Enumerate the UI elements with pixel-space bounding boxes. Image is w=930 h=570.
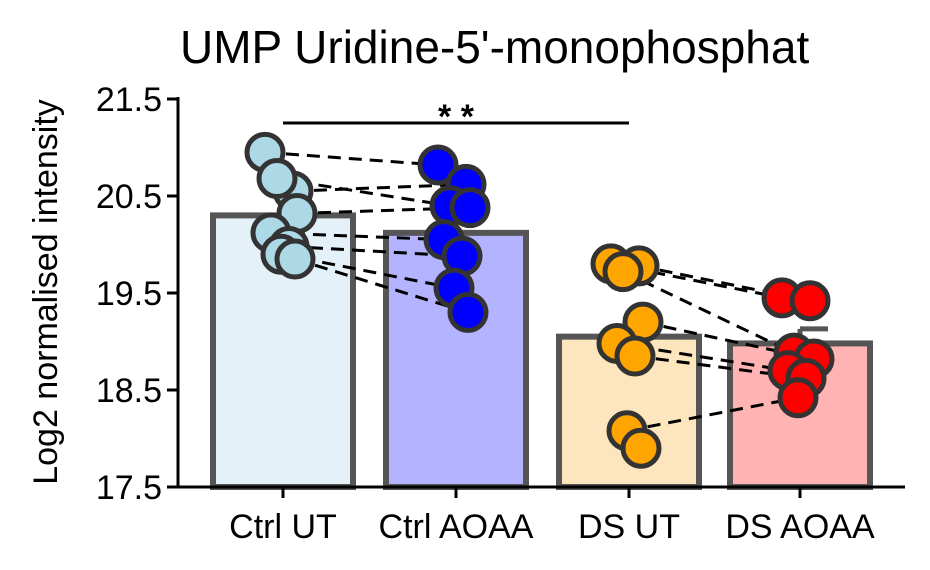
data-point-1-3 bbox=[449, 187, 491, 229]
y-tick-label-2: 19.5 bbox=[96, 275, 162, 313]
data-point-3-1 bbox=[789, 280, 831, 322]
data-point-2-5 bbox=[614, 335, 656, 377]
data-point-1-0 bbox=[417, 144, 459, 186]
data-point-1-7 bbox=[447, 291, 489, 333]
data-point-0-7 bbox=[274, 238, 316, 280]
y-tick-label-1: 18.5 bbox=[96, 372, 162, 410]
y-axis-title: Log2 normalised intensity bbox=[27, 99, 65, 485]
x-tick-label-3: DS AOAA bbox=[725, 508, 875, 546]
x-tick-label-0: Ctrl UT bbox=[229, 508, 337, 546]
paired-line-0-1-5 bbox=[288, 244, 463, 258]
paired-line-2-3-6 bbox=[626, 396, 799, 433]
y-tick-label-0: 17.5 bbox=[96, 469, 162, 507]
x-tick-label-1: Ctrl AOAA bbox=[379, 508, 534, 546]
axes: 17.5 18.5 19.5 20.5 21.5 Ctrl UT Ctrl AOAA DS U… bbox=[96, 81, 905, 546]
paired-line-0-1-7 bbox=[294, 257, 469, 314]
paired-line-0-1-1 bbox=[292, 182, 467, 193]
data-point-2-2 bbox=[602, 251, 644, 293]
y-tick-label-4: 21.5 bbox=[96, 81, 162, 119]
significance-annotation: * * bbox=[283, 98, 629, 136]
paired-line-2-3-2 bbox=[622, 270, 795, 355]
paired-line-2-3-3 bbox=[642, 320, 815, 361]
paired-line-0-1-0 bbox=[264, 150, 439, 167]
data-point-3-6 bbox=[777, 377, 819, 419]
significance-label: * * bbox=[438, 98, 475, 136]
data-point-2-7 bbox=[620, 427, 662, 469]
paired-line-2-3-5 bbox=[634, 354, 807, 380]
y-tick-label-3: 20.5 bbox=[96, 178, 162, 216]
chart-title: UMP Uridine-5'-monophosphat bbox=[180, 21, 809, 73]
x-tick-label-2: DS UT bbox=[578, 508, 680, 546]
paired-line-2-3-1 bbox=[638, 264, 811, 303]
data-point-0-2 bbox=[256, 158, 298, 200]
paired-line-0-1-3 bbox=[296, 206, 471, 215]
data-points bbox=[244, 131, 835, 469]
